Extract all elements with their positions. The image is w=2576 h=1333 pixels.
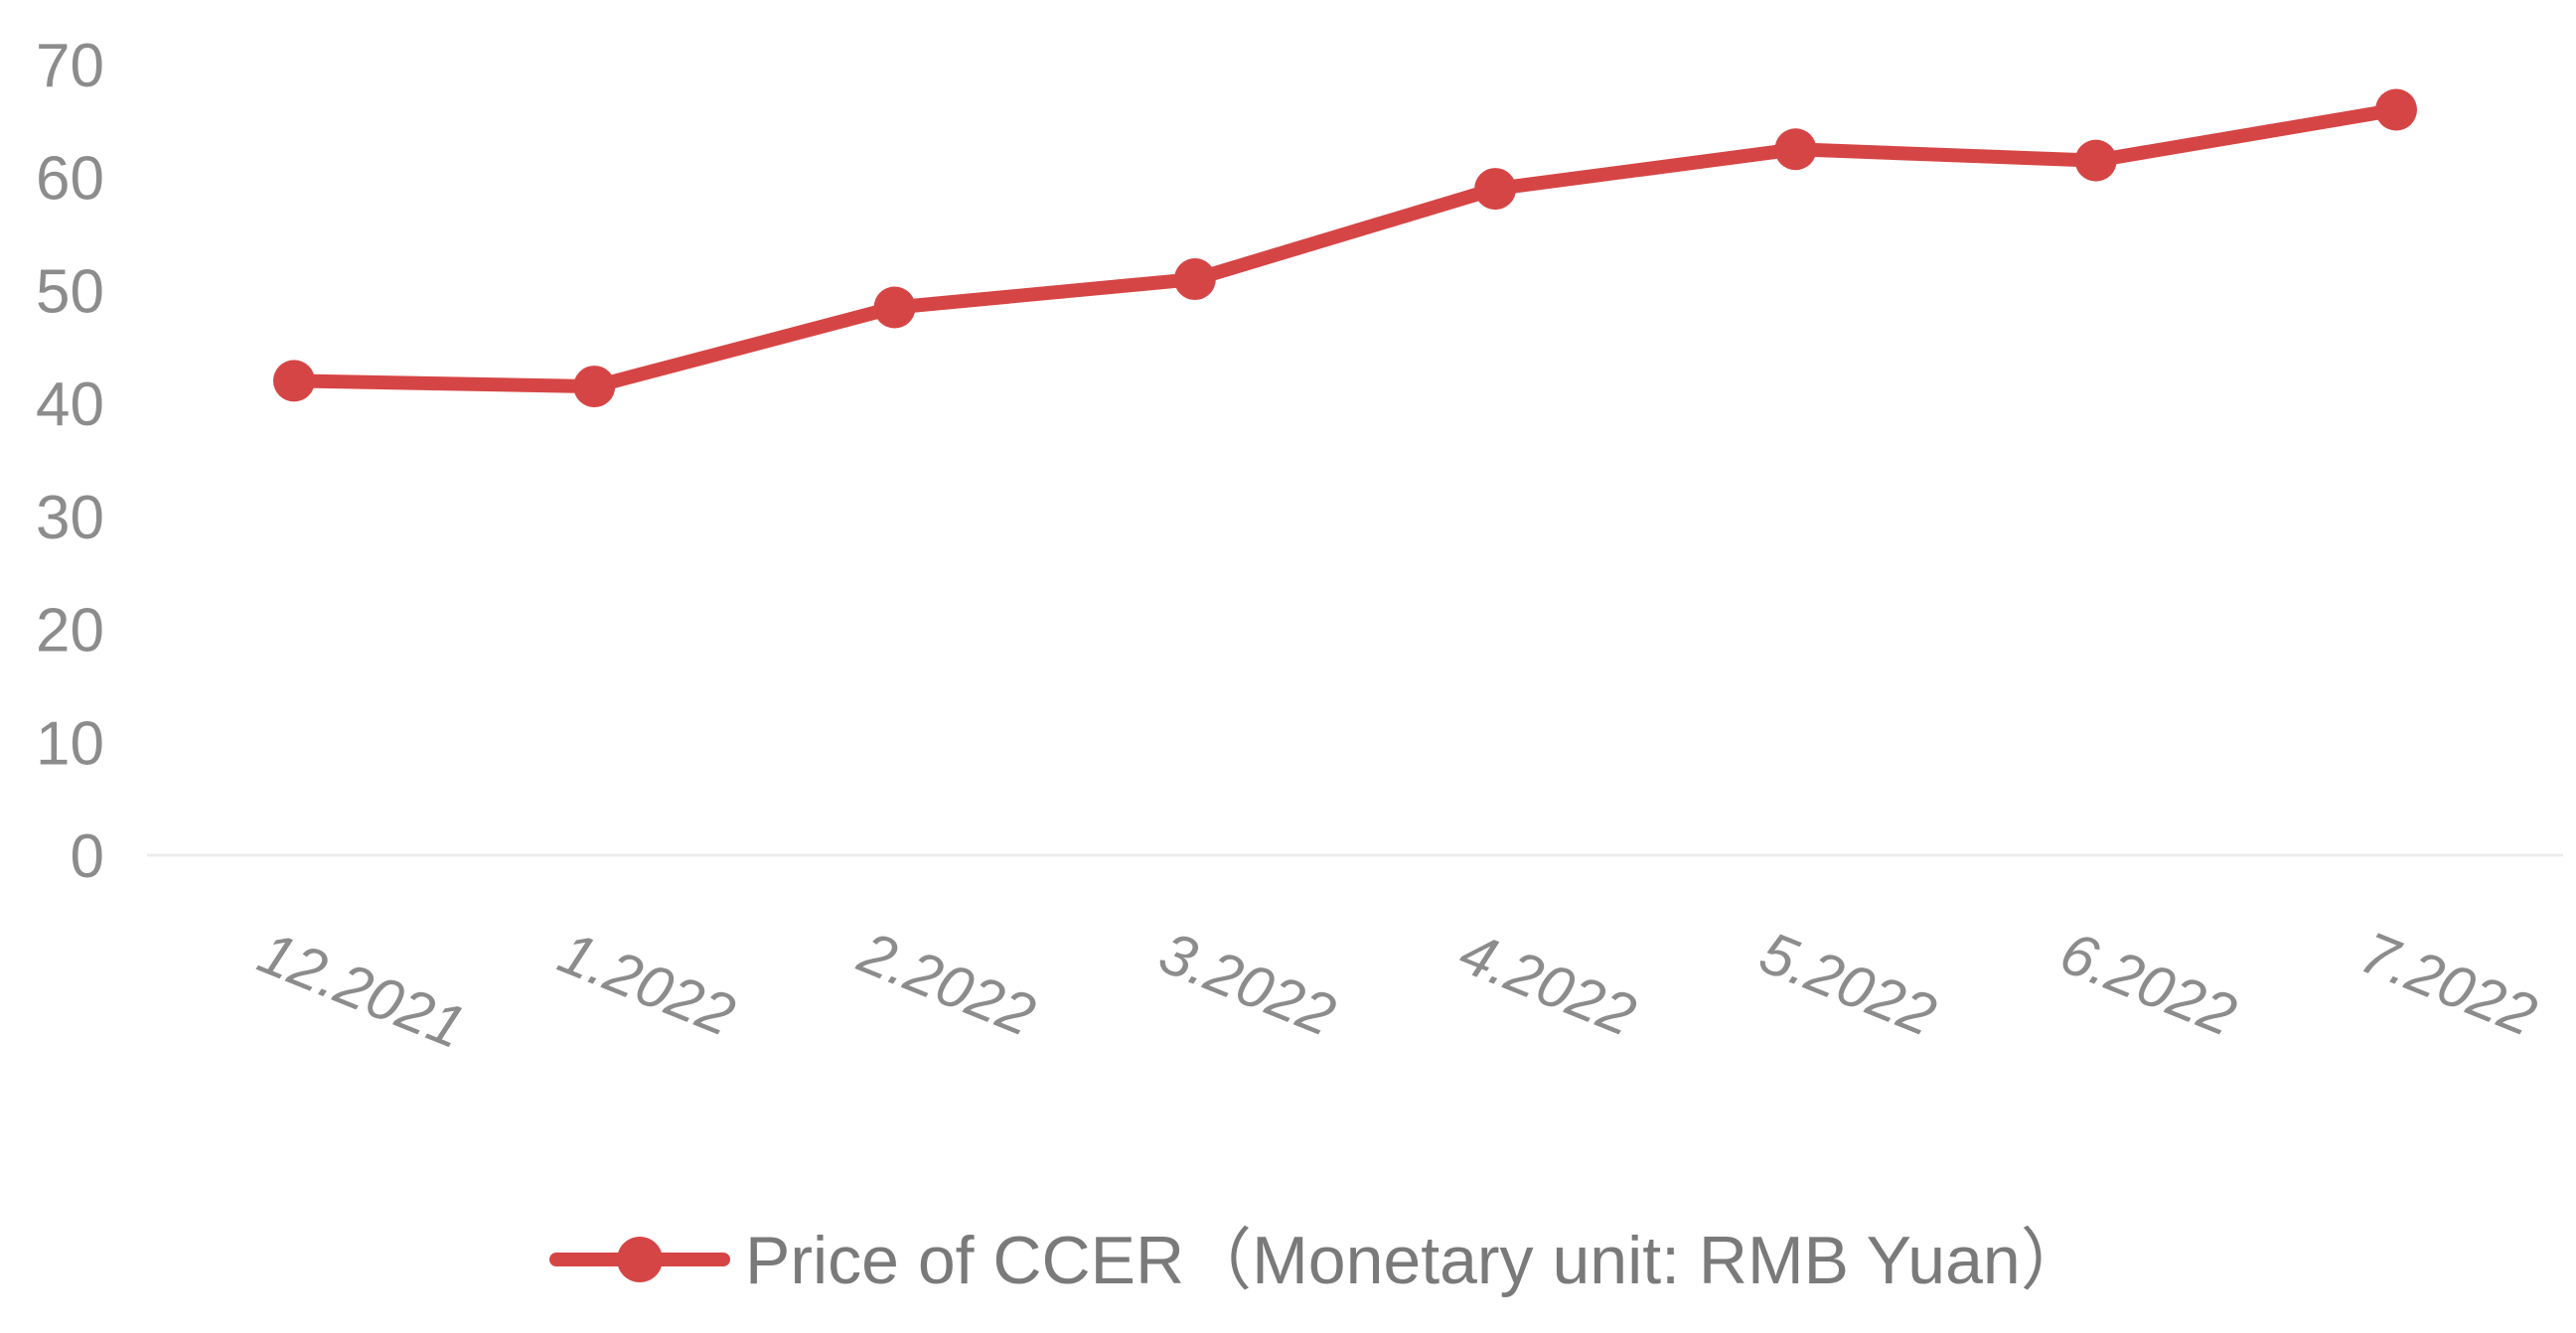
data-point (573, 366, 616, 408)
data-point (2375, 88, 2417, 131)
y-tick-label: 30 (36, 484, 104, 552)
y-tick-label: 0 (71, 822, 104, 891)
x-tick-label: 6.2022 (2051, 919, 2245, 1049)
data-point (273, 360, 315, 402)
x-tick-label: 12.2021 (249, 919, 474, 1061)
series-line (287, 102, 2403, 394)
legend-label: Price of CCER（Monetary unit: RMB Yuan） (745, 1223, 2088, 1298)
data-point (1474, 168, 1517, 211)
x-tick-label: 5.2022 (1751, 919, 1945, 1049)
y-tick-label: 40 (36, 370, 104, 439)
y-axis: 0 10 20 30 40 50 60 70 (36, 32, 104, 891)
y-tick-label: 70 (36, 32, 104, 100)
data-point (1774, 128, 1817, 171)
legend: Price of CCER（Monetary unit: RMB Yuan） (549, 1223, 2088, 1298)
x-tick-label: 7.2022 (2351, 919, 2545, 1049)
data-point (873, 286, 916, 329)
y-tick-label: 60 (36, 145, 104, 214)
data-point (1173, 258, 1216, 301)
x-tick-label: 4.2022 (1450, 919, 1644, 1049)
x-tick-label: 3.2022 (1150, 919, 1344, 1049)
data-point (2074, 139, 2117, 182)
legend-marker-swatch (617, 1237, 663, 1282)
x-tick-label: 2.2022 (849, 919, 1044, 1049)
x-axis: 12.2021 1.2022 2.2022 3.2022 4.2022 5.2022 6.2… (249, 919, 2545, 1062)
series-layer (273, 88, 2417, 408)
x-tick-label: 1.2022 (549, 919, 743, 1049)
y-tick-label: 10 (36, 709, 104, 778)
y-tick-label: 50 (36, 257, 104, 326)
y-tick-label: 20 (36, 597, 104, 666)
